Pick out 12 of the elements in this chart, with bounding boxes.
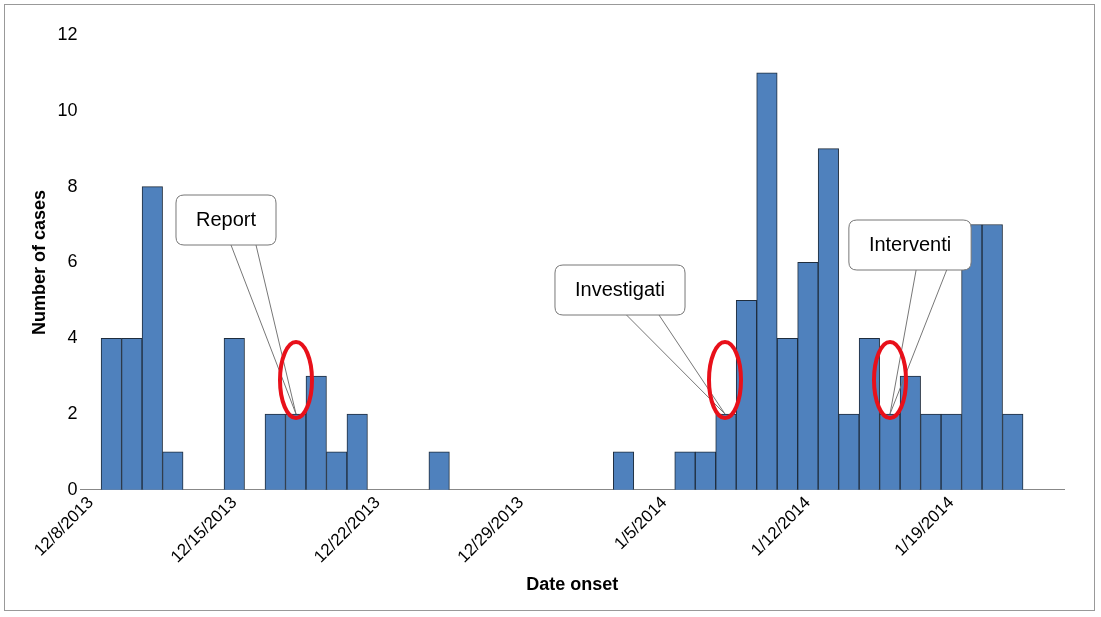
y-tick-label: 10: [57, 99, 78, 120]
annotation: Interventi: [868, 232, 952, 255]
y-tick-label: 2: [67, 402, 78, 423]
y-tick-label: 6: [67, 251, 78, 272]
y-tick-label: 0: [67, 478, 78, 499]
y-tick-label: 4: [67, 327, 78, 348]
y-axis-title: Number of cases: [28, 189, 49, 335]
x-axis-title: Date onset: [526, 574, 619, 595]
y-tick-label: 8: [67, 175, 78, 196]
annotation: Investigati: [574, 277, 666, 300]
y-tick-label: 12: [57, 23, 78, 44]
annotation: Report: [195, 207, 257, 230]
